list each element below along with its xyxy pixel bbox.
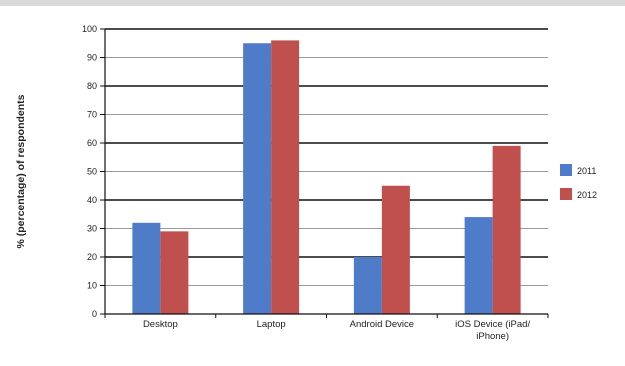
y-tick-label: 50 (87, 167, 97, 177)
labels: 0 10 20 30 40 50 60 70 80 90 100 Desktop Laptop Andro… (15, 24, 530, 342)
y-tick-label: 80 (87, 81, 97, 91)
bar-2012-0 (160, 231, 189, 314)
top-border (0, 0, 625, 6)
y-tick-label: 90 (87, 53, 97, 63)
bar-2012-1 (271, 40, 300, 315)
legend-label-2012: 2012 (577, 190, 597, 200)
legend-swatch-2011 (560, 164, 572, 176)
y-tick-label: 10 (87, 281, 97, 291)
bar-2011-3 (464, 217, 493, 314)
x-category-label: iPhone) (476, 331, 509, 342)
y-tick-label: 100 (82, 24, 97, 34)
y-tick-label: 70 (87, 110, 97, 120)
y-tick-label: 40 (87, 195, 97, 205)
y-axis-label: % (percentage) of respondents (15, 94, 27, 248)
bar-2011-0 (132, 222, 161, 314)
y-tick-label: 20 (87, 252, 97, 262)
x-category-label: Android Device (350, 319, 414, 330)
bar-2012-2 (381, 185, 410, 314)
legend-swatch-2012 (560, 188, 572, 200)
legend: 2011 2012 (560, 164, 597, 200)
x-category-label: Laptop (257, 319, 286, 330)
y-tick-label: 30 (87, 224, 97, 234)
bars (132, 40, 521, 315)
y-tick-label: 0 (92, 309, 97, 319)
axes (100, 28, 549, 318)
bar-2011-1 (243, 43, 272, 314)
x-category-label: Desktop (143, 319, 178, 330)
bar-2012-3 (492, 145, 521, 314)
bar-2011-2 (353, 257, 382, 314)
x-category-label: iOS Device (iPad/ (455, 319, 530, 330)
legend-label-2011: 2011 (577, 166, 596, 176)
y-tick-label: 60 (87, 138, 97, 148)
